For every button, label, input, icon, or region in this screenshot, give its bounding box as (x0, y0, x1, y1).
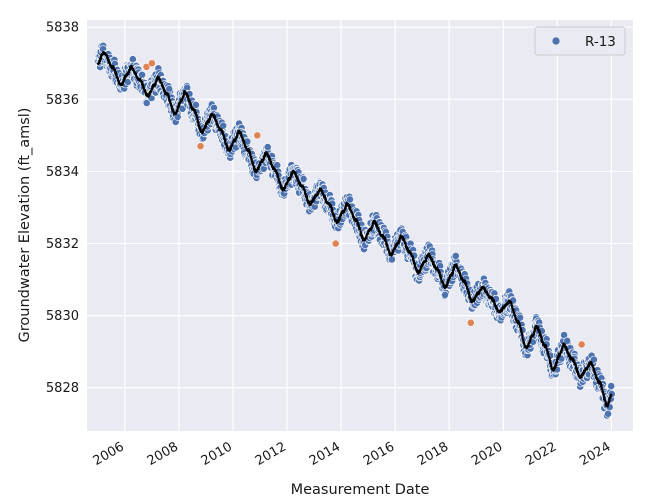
y-tick-label: 5836 (46, 93, 79, 108)
y-tick-label: 5834 (46, 165, 79, 180)
y-tick-label: 5828 (46, 381, 79, 396)
legend: R-13 (534, 26, 626, 56)
x-tick-label: 2008 (145, 439, 181, 469)
data-point (441, 290, 449, 299)
x-tick-label: 2016 (361, 439, 397, 469)
x-tick-label: 2024 (577, 439, 613, 469)
legend-marker (551, 36, 561, 46)
y-tick-label: 5832 (46, 237, 79, 252)
y-tick-labels: 5828 5830 5832 5834 5836 5838 (46, 21, 79, 397)
data-point (604, 409, 612, 418)
grid (87, 20, 633, 431)
x-tick-label: 2022 (523, 439, 559, 469)
data-point (387, 255, 396, 264)
x-tick-label: 2006 (91, 439, 127, 469)
legend-label: R-13 (585, 34, 616, 50)
outlier-point (331, 239, 340, 248)
data-point (138, 70, 146, 79)
outlier-point (196, 142, 205, 151)
outlier-point (577, 340, 586, 349)
outlier-point (253, 131, 262, 140)
x-tick-labels: 2006 2008 2010 2012 2014 2016 2018 2020 2022 2024 (91, 439, 614, 469)
y-tick-label: 5838 (46, 21, 79, 36)
x-axis-label: Measurement Date (291, 482, 430, 498)
y-axis-label: Groundwater Elevation (ft_amsl) (17, 108, 33, 343)
y-tick-label: 5830 (46, 309, 79, 324)
x-tick-label: 2020 (469, 439, 505, 469)
outlier-point (466, 318, 475, 327)
data-point (165, 85, 174, 93)
outlier-point (147, 59, 156, 68)
data-point (128, 55, 137, 64)
x-tick-label: 2014 (307, 439, 343, 469)
data-point (299, 174, 308, 183)
data-point (173, 113, 182, 121)
data-point (451, 251, 460, 260)
x-tick-label: 2018 (415, 439, 451, 469)
x-tick-label: 2010 (199, 439, 235, 469)
data-point (219, 121, 228, 130)
data-point (607, 382, 616, 390)
x-tick-label: 2012 (253, 439, 289, 469)
data-point (263, 143, 272, 151)
